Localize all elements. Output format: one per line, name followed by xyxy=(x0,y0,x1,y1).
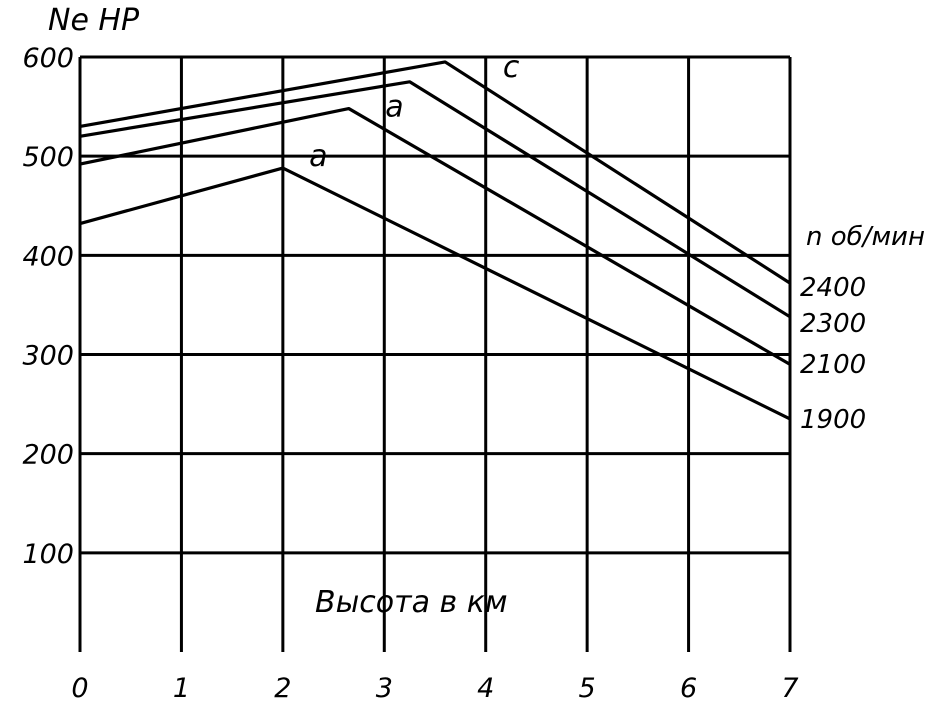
grid xyxy=(78,55,792,652)
x-axis-label: Высота в км xyxy=(315,585,507,620)
series-labels: 2400 2300 2100 1900 xyxy=(800,273,866,435)
x-tick-3: 3 xyxy=(376,673,393,704)
series-label-1900: 1900 xyxy=(800,405,866,435)
series-label-2400: 2400 xyxy=(800,273,866,303)
annotation-0: a xyxy=(309,139,327,174)
series-label-2300: 2300 xyxy=(800,309,866,339)
legend-title: n об/мин xyxy=(806,222,925,252)
annotations: a a c xyxy=(309,50,520,174)
y-tick-100: 100 xyxy=(22,539,74,570)
x-tick-6: 6 xyxy=(680,673,697,704)
y-tick-labels: 100 200 300 400 500 600 xyxy=(22,43,74,570)
x-tick-labels: 0 1 2 3 4 5 6 7 xyxy=(71,673,798,704)
annotation-1: a xyxy=(385,90,403,125)
x-tick-1: 1 xyxy=(173,673,190,704)
x-tick-5: 5 xyxy=(579,673,596,704)
series-line-2100 xyxy=(79,106,791,366)
x-tick-4: 4 xyxy=(477,673,494,704)
y-tick-600: 600 xyxy=(22,43,74,74)
series-line-2300 xyxy=(79,80,791,319)
y-axis-label: Ne HP xyxy=(48,3,140,38)
series-line-2400 xyxy=(79,60,791,285)
y-tick-500: 500 xyxy=(22,142,74,173)
x-tick-0: 0 xyxy=(71,673,88,704)
series-line-1900 xyxy=(79,166,791,421)
x-tick-7: 7 xyxy=(781,673,798,704)
x-tick-2: 2 xyxy=(274,673,291,704)
curves xyxy=(79,60,791,421)
y-tick-200: 200 xyxy=(22,440,74,471)
y-tick-400: 400 xyxy=(22,241,74,272)
y-tick-300: 300 xyxy=(22,341,74,372)
annotation-2: c xyxy=(503,50,520,85)
series-label-2100: 2100 xyxy=(800,350,866,380)
